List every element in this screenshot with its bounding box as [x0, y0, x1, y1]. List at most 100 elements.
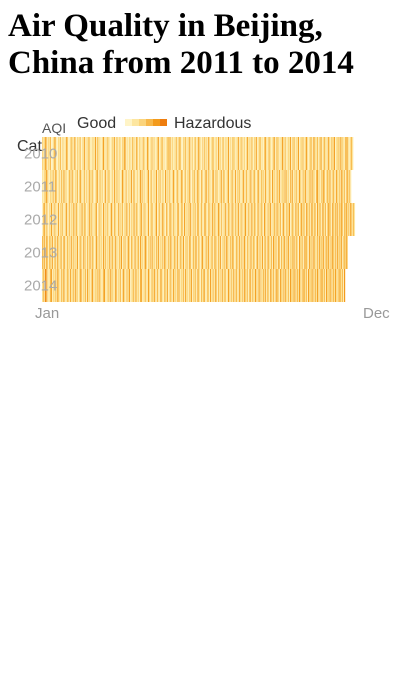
heatmap-cell: [115, 236, 117, 269]
heatmap-cell: [128, 269, 130, 302]
heatmap-cell: [274, 236, 276, 269]
heatmap-cell: [205, 137, 207, 170]
heatmap-cell: [299, 269, 302, 302]
heatmap-cell: [300, 203, 303, 236]
heatmap-cell: [157, 236, 159, 269]
heatmap-cell: [56, 137, 58, 170]
heatmap-cell: [265, 236, 268, 269]
heatmap-cell: [141, 137, 143, 170]
heatmap-cell: [278, 137, 280, 170]
heatmap-cell: [60, 170, 63, 203]
heatmap-cell: [49, 203, 51, 236]
heatmap-cell: [224, 269, 226, 302]
heatmap-cell: [86, 269, 88, 302]
heatmap-cell: [281, 170, 284, 203]
heatmap-cell: [192, 137, 194, 170]
heatmap-cell: [110, 203, 112, 236]
heatmap-cell: [313, 269, 315, 302]
heatmap-cell: [321, 137, 323, 170]
heatmap-cell: [198, 236, 200, 269]
heatmap-cell: [126, 170, 128, 203]
heatmap-cell: [309, 203, 312, 236]
heatmap-cell: [219, 203, 222, 236]
heatmap-cell: [253, 137, 255, 170]
heatmap-cell: [140, 269, 143, 302]
heatmap-cell: [181, 137, 183, 170]
heatmap-cell: [174, 203, 177, 236]
heatmap-cell: [217, 269, 219, 302]
heatmap-cell: [90, 137, 92, 170]
heatmap-cell: [77, 170, 80, 203]
heatmap-cell: [307, 269, 309, 302]
heatmap-cell: [106, 236, 108, 269]
heatmap-cell: [123, 203, 126, 236]
heatmap-cell: [86, 203, 89, 236]
heatmap-cell: [152, 203, 154, 236]
heatmap-cell: [61, 170, 64, 203]
heatmap-cell: [237, 269, 240, 302]
heatmap-cell: [291, 236, 294, 269]
heatmap-cell: [274, 137, 276, 170]
heatmap-cell: [66, 269, 68, 302]
heatmap-cell: [95, 269, 97, 302]
heatmap-cell: [200, 137, 202, 170]
heatmap-cell: [139, 236, 142, 269]
heatmap-cell: [273, 170, 276, 203]
heatmap-cell: [175, 170, 178, 203]
heatmap-cell: [263, 137, 266, 170]
heatmap-cell: [344, 236, 347, 269]
heatmap-cell: [254, 269, 257, 302]
heatmap-cell: [78, 269, 81, 302]
heatmap-cell: [64, 170, 66, 203]
heatmap-cell: [180, 170, 182, 203]
heatmap-cell: [216, 137, 218, 170]
heatmap-cell: [277, 236, 279, 269]
heatmap-cell: [214, 236, 216, 269]
heatmap-cell: [54, 203, 56, 236]
heatmap-cell: [179, 236, 181, 269]
heatmap-cell: [346, 203, 348, 236]
heatmap-cell: [120, 203, 122, 236]
heatmap-cell: [154, 170, 156, 203]
heatmap-cell: [236, 170, 238, 203]
heatmap-cell: [139, 269, 142, 302]
heatmap-cell: [272, 203, 275, 236]
heatmap-cell: [179, 203, 181, 236]
heatmap-cell: [70, 203, 73, 236]
heatmap-cell: [55, 203, 57, 236]
heatmap-cell: [44, 269, 46, 302]
heatmap-row-2014: [42, 269, 346, 302]
heatmap-cell: [287, 170, 289, 203]
heatmap-cell: [134, 170, 136, 203]
heatmap-cell: [180, 269, 182, 302]
heatmap-cell: [339, 170, 341, 203]
heatmap-cell: [245, 203, 248, 236]
heatmap-cell: [58, 137, 60, 170]
heatmap-cell: [320, 203, 322, 236]
heatmap-cell: [195, 269, 197, 302]
heatmap-cell: [296, 137, 298, 170]
heatmap-cell: [50, 170, 53, 203]
heatmap-cell: [166, 236, 168, 269]
heatmap-cell: [116, 137, 118, 170]
heatmap-cell: [46, 203, 48, 236]
heatmap-cell: [107, 269, 109, 302]
heatmap-cell: [117, 269, 119, 302]
heatmap-cell: [77, 170, 79, 203]
heatmap-cell: [71, 170, 73, 203]
heatmap-cell: [310, 269, 312, 302]
heatmap-cell: [171, 236, 173, 269]
heatmap-cell: [117, 137, 119, 170]
heatmap-cell: [319, 137, 321, 170]
heatmap-cell: [70, 170, 73, 203]
heatmap-cell: [256, 137, 259, 170]
heatmap-cell: [91, 203, 93, 236]
heatmap-cell: [150, 236, 152, 269]
heatmap-cell: [73, 170, 75, 203]
heatmap-cell: [125, 269, 127, 302]
heatmap-cell: [196, 236, 198, 269]
heatmap-cell: [268, 236, 270, 269]
heatmap-cell: [47, 236, 49, 269]
heatmap-cell: [205, 203, 207, 236]
heatmap-cell: [300, 137, 303, 170]
